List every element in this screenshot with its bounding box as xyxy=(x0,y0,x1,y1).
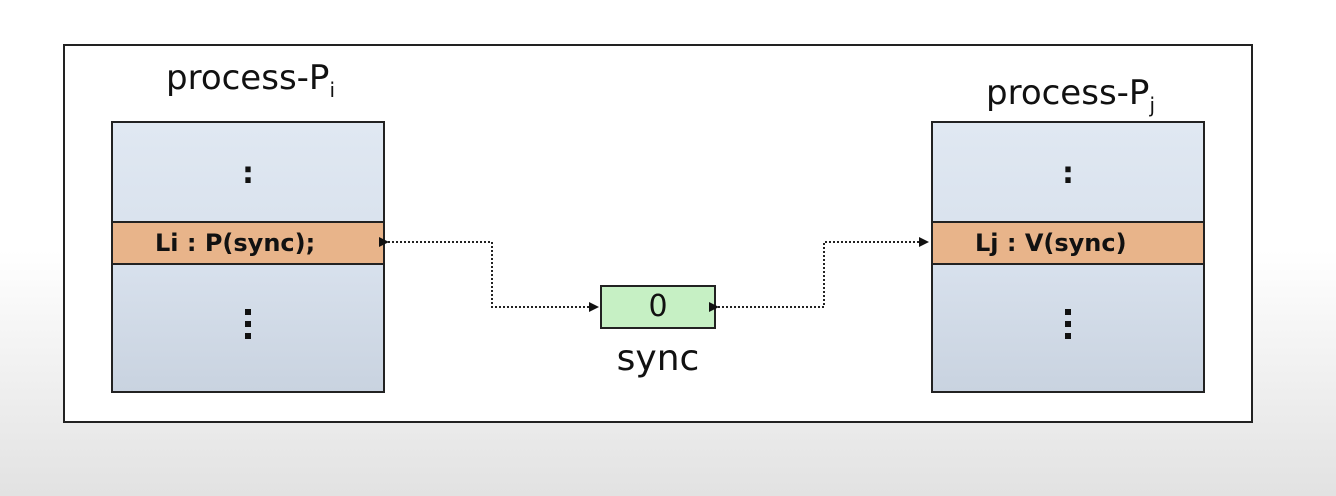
process-i-bottom-ellipsis xyxy=(245,309,251,345)
semaphore-label: sync xyxy=(616,338,700,379)
process-j-statement: Lj : V(sync) xyxy=(931,221,1205,265)
process-i-title: process-Pi xyxy=(166,58,335,102)
process-j-statement-text: Lj : V(sync) xyxy=(975,229,1127,257)
process-j-box: : Lj : V(sync) xyxy=(931,121,1205,393)
process-i-statement: Li : P(sync); xyxy=(111,221,385,265)
process-j-bottom-ellipsis xyxy=(1065,309,1071,345)
semaphore-value: 0 xyxy=(648,289,668,324)
process-i-statement-text: Li : P(sync); xyxy=(155,229,316,257)
process-i-box: : Li : P(sync); xyxy=(111,121,385,393)
semaphore-box: 0 xyxy=(600,285,716,329)
process-j-title: process-Pj xyxy=(986,73,1155,117)
process-j-top-ellipsis: : xyxy=(1062,156,1074,191)
process-i-top-ellipsis: : xyxy=(242,156,254,191)
